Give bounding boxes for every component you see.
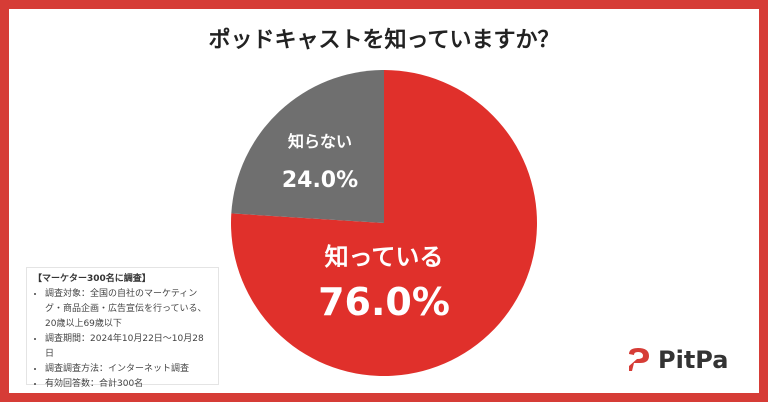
survey-note: 【マーケター300名に調査】 調査対象：全国の自社のマーケティング・商品企画・広… bbox=[26, 267, 219, 389]
slice-label: 知らない bbox=[288, 132, 352, 151]
chart-title: ポッドキャストを知っていますか？ bbox=[208, 28, 560, 53]
pie-slice-unaware bbox=[231, 69, 384, 223]
survey-note-item: 調査対象：全国の自社のマーケティング・商品企画・広告宣伝を行っている、20歳以上… bbox=[45, 287, 212, 332]
slice-value-label: 76.0% bbox=[318, 280, 450, 324]
pitpa-logo-text: PitPa bbox=[658, 346, 729, 374]
slice-label: 知っている bbox=[325, 243, 444, 271]
survey-note-item: 調査調査方法：インターネット調査 bbox=[45, 362, 212, 377]
pitpa-logo-icon bbox=[629, 348, 649, 371]
pitpa-logo: PitPa bbox=[626, 346, 728, 374]
survey-note-item: 有効回答数：合計300名 bbox=[45, 377, 212, 392]
survey-note-item: 調査期間：2024年10月22日〜10月28日 bbox=[45, 332, 212, 362]
slice-value-label: 24.0% bbox=[282, 168, 358, 193]
survey-note-heading: 【マーケター300名に調査】 bbox=[33, 274, 151, 284]
